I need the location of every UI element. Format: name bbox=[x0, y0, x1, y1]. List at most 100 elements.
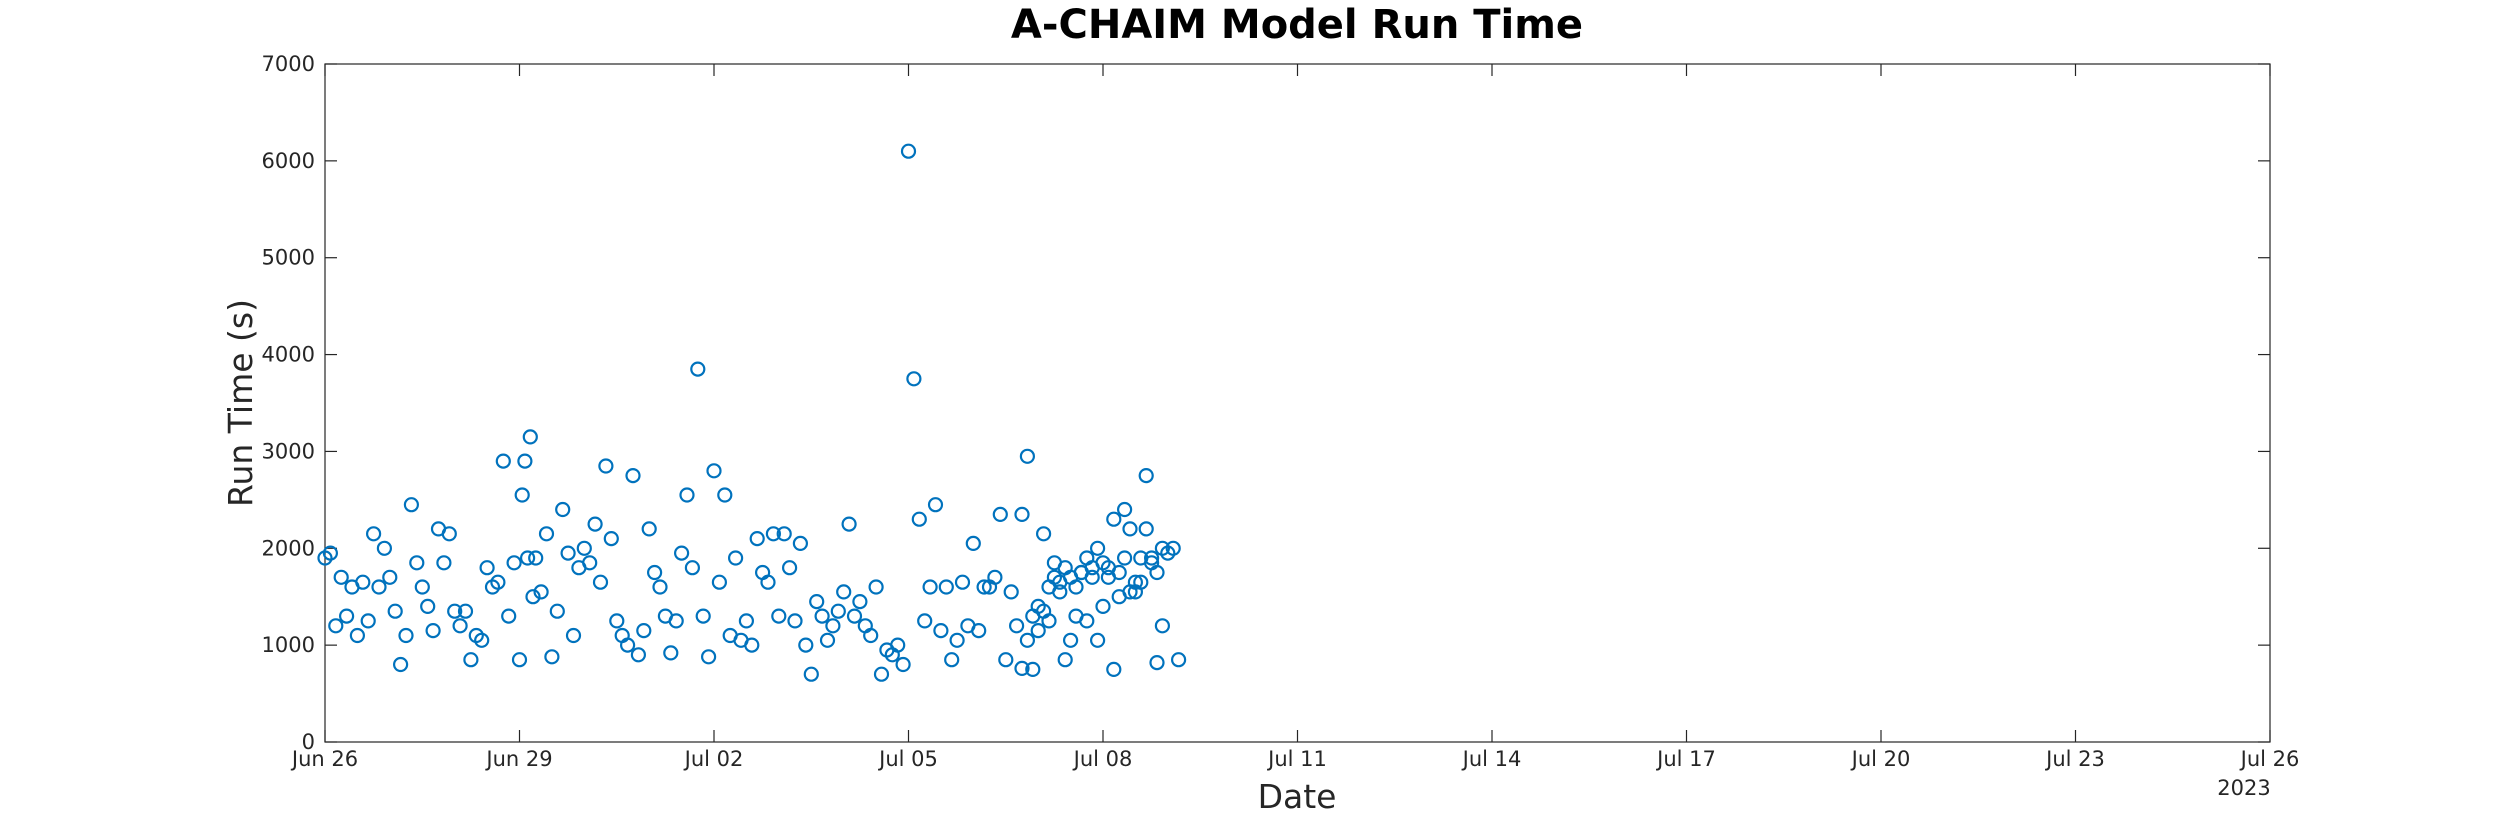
data-point bbox=[641, 521, 657, 537]
data-point bbox=[652, 579, 668, 595]
data-point bbox=[409, 555, 425, 571]
data-point bbox=[609, 613, 625, 629]
data-point bbox=[809, 593, 825, 610]
data-point bbox=[538, 526, 555, 542]
data-point bbox=[1030, 622, 1046, 639]
data-point bbox=[1035, 526, 1052, 542]
data-point bbox=[933, 622, 949, 639]
data-point bbox=[582, 555, 598, 571]
data-point bbox=[560, 545, 576, 561]
data-point bbox=[971, 622, 987, 639]
data-point bbox=[333, 569, 349, 585]
data-point bbox=[1154, 540, 1171, 556]
data-point bbox=[760, 574, 776, 590]
data-point bbox=[1041, 613, 1057, 629]
data-point bbox=[1127, 574, 1144, 590]
data-point bbox=[673, 545, 690, 561]
data-point bbox=[949, 632, 965, 648]
data-point bbox=[938, 579, 954, 595]
data-point bbox=[717, 487, 733, 503]
data-point bbox=[1095, 555, 1111, 571]
data-point bbox=[463, 652, 479, 668]
data-point bbox=[803, 666, 819, 682]
data-point bbox=[792, 535, 809, 552]
data-point bbox=[1079, 613, 1095, 629]
data-point bbox=[1106, 661, 1122, 678]
data-point bbox=[425, 622, 441, 639]
data-point bbox=[549, 603, 565, 619]
data-point bbox=[771, 608, 787, 624]
data-point bbox=[841, 516, 857, 532]
data-point bbox=[1089, 632, 1106, 648]
data-point bbox=[393, 656, 409, 673]
data-point bbox=[695, 608, 711, 624]
data-point bbox=[501, 608, 517, 624]
data-point bbox=[836, 584, 852, 600]
data-point bbox=[322, 545, 338, 561]
data-point bbox=[798, 637, 814, 653]
data-point bbox=[1154, 618, 1171, 634]
data-points bbox=[317, 143, 1187, 682]
data-point bbox=[868, 579, 884, 595]
data-point bbox=[382, 569, 398, 585]
data-point bbox=[1079, 550, 1095, 566]
data-point bbox=[1133, 574, 1149, 590]
data-point bbox=[668, 613, 684, 629]
y-tick-label: 6000 bbox=[262, 149, 315, 173]
data-point bbox=[749, 530, 765, 547]
data-point bbox=[436, 555, 452, 571]
data-point bbox=[1122, 521, 1138, 537]
x-tick-label: Jul 17 bbox=[1655, 747, 1716, 771]
data-point bbox=[376, 540, 392, 556]
data-point bbox=[592, 574, 609, 590]
data-point bbox=[587, 516, 603, 532]
data-point bbox=[522, 429, 538, 445]
data-point bbox=[1149, 654, 1165, 671]
data-point bbox=[814, 608, 830, 624]
x-tick-label: Jul 11 bbox=[1266, 747, 1327, 771]
data-point bbox=[965, 535, 981, 552]
x-tick-label: Jul 20 bbox=[1850, 747, 1911, 771]
data-point bbox=[366, 526, 382, 542]
data-point bbox=[954, 574, 971, 590]
data-point bbox=[636, 622, 652, 639]
data-point bbox=[441, 526, 457, 542]
data-point bbox=[1143, 550, 1160, 566]
data-point bbox=[447, 603, 463, 619]
data-point bbox=[1019, 448, 1036, 464]
data-point bbox=[690, 361, 706, 377]
y-tick-label: 1000 bbox=[262, 633, 315, 657]
data-point bbox=[700, 649, 717, 665]
data-point bbox=[517, 453, 533, 469]
data-point bbox=[1014, 660, 1030, 677]
x-tick-label: Jun 29 bbox=[484, 747, 552, 771]
data-point bbox=[519, 550, 536, 566]
data-point bbox=[646, 564, 663, 581]
data-point bbox=[863, 627, 879, 644]
data-point bbox=[1095, 598, 1111, 615]
data-point bbox=[1057, 652, 1073, 668]
data-point bbox=[565, 627, 582, 644]
data-point bbox=[1149, 564, 1165, 581]
data-point bbox=[603, 530, 619, 547]
data-point bbox=[457, 603, 474, 619]
y-tick-label: 5000 bbox=[262, 246, 315, 270]
data-point bbox=[1138, 468, 1154, 484]
data-point bbox=[922, 579, 938, 595]
data-point bbox=[663, 645, 679, 661]
data-point bbox=[328, 618, 344, 634]
chart-title: A-CHAIM Model Run Time bbox=[1011, 2, 1583, 48]
x-tick-label: Jul 14 bbox=[1461, 747, 1522, 771]
data-point bbox=[1165, 540, 1181, 556]
data-point bbox=[684, 560, 701, 576]
data-point bbox=[738, 613, 755, 629]
data-point bbox=[911, 511, 927, 527]
data-point bbox=[1089, 540, 1106, 556]
data-point bbox=[1068, 579, 1084, 595]
data-point bbox=[781, 560, 798, 576]
data-point bbox=[1084, 569, 1100, 585]
data-point bbox=[976, 579, 992, 595]
data-point bbox=[555, 501, 571, 518]
x-tick-label: Jul 02 bbox=[683, 747, 744, 771]
